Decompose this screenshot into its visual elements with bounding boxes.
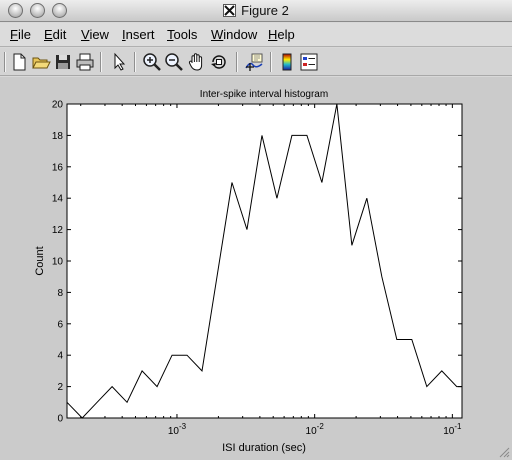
zoom-window-button[interactable] — [52, 3, 67, 18]
legend-button[interactable] — [298, 51, 320, 73]
toolbar-separator — [270, 52, 272, 72]
menu-bar: File Edit View Insert Tools Window Help — [0, 23, 512, 47]
new-figure-button[interactable] — [8, 51, 30, 73]
save-disk-icon — [56, 55, 70, 69]
y-tick-label: 20 — [52, 100, 64, 111]
histogram-series-line — [66, 103, 462, 419]
title-bar: Figure 2 — [0, 0, 512, 22]
colorbar-icon — [282, 53, 292, 71]
open-folder-icon — [32, 57, 51, 69]
y-tick-label: 0 — [57, 414, 63, 425]
printer-icon — [76, 53, 94, 71]
x-axis: 10-3 10-2 10-1 — [80, 104, 462, 437]
toolbar-separator — [4, 52, 6, 72]
rotate-3d-icon — [211, 55, 226, 69]
menu-file[interactable]: File — [10, 27, 31, 42]
toolbar-separator — [100, 52, 102, 72]
y-axis-label: Count — [34, 246, 46, 275]
menu-insert[interactable]: Insert — [122, 27, 155, 42]
menu-view[interactable]: View — [81, 27, 109, 42]
resize-grip-icon[interactable] — [498, 446, 510, 458]
menu-window[interactable]: Window — [211, 27, 258, 42]
x-tick-label: 10-2 — [306, 422, 325, 437]
y-axis: 0 2 4 6 8 10 12 14 16 18 20 — [52, 100, 462, 425]
menu-help[interactable]: Help — [268, 27, 295, 42]
close-window-button[interactable] — [8, 3, 23, 18]
axes-area[interactable] — [66, 103, 463, 419]
open-file-button[interactable] — [30, 51, 52, 73]
chart-title: Inter-spike interval histogram — [200, 89, 328, 100]
zoom-in-button[interactable] — [141, 51, 163, 73]
x-tick-label: 10-1 — [443, 422, 462, 437]
minimize-window-button[interactable] — [30, 3, 45, 18]
toolbar — [0, 48, 512, 76]
data-cursor-button[interactable] — [243, 51, 265, 73]
y-tick-label: 12 — [52, 225, 64, 236]
x-axis-label: ISI duration (sec) — [222, 442, 306, 454]
data-cursor-icon — [245, 53, 263, 71]
window-title: Figure 2 — [241, 3, 289, 18]
figure-canvas: Inter-spike interval histogram ISI durat… — [0, 77, 512, 460]
x11-logo-icon — [223, 4, 237, 17]
menu-tools[interactable]: Tools — [167, 27, 198, 42]
y-tick-label: 14 — [52, 194, 64, 205]
isi-histogram-chart: Inter-spike interval histogram ISI durat… — [34, 89, 463, 454]
save-button[interactable] — [52, 51, 74, 73]
y-tick-label: 8 — [57, 288, 63, 299]
colorbar-button[interactable] — [276, 51, 298, 73]
new-document-icon — [13, 53, 26, 71]
y-tick-label: 6 — [57, 319, 63, 330]
y-tick-label: 2 — [57, 382, 63, 393]
toolbar-separator — [236, 52, 238, 72]
pan-button[interactable] — [186, 51, 208, 73]
menu-edit[interactable]: Edit — [44, 27, 67, 42]
y-tick-label: 10 — [52, 257, 64, 268]
print-button[interactable] — [74, 51, 96, 73]
x-tick-label: 10-3 — [168, 422, 187, 437]
y-tick-label: 16 — [52, 162, 64, 173]
arrow-pointer-icon — [114, 52, 126, 71]
rotate-3d-button[interactable] — [208, 51, 230, 73]
edit-plot-button[interactable] — [108, 51, 130, 73]
legend-icon — [300, 53, 318, 71]
toolbar-separator — [134, 52, 136, 72]
hand-icon — [188, 53, 203, 71]
zoom-out-button[interactable] — [163, 51, 185, 73]
zoom-out-icon — [165, 53, 183, 71]
zoom-in-icon — [143, 53, 161, 71]
y-tick-label: 4 — [57, 351, 63, 362]
y-tick-label: 18 — [52, 131, 64, 142]
